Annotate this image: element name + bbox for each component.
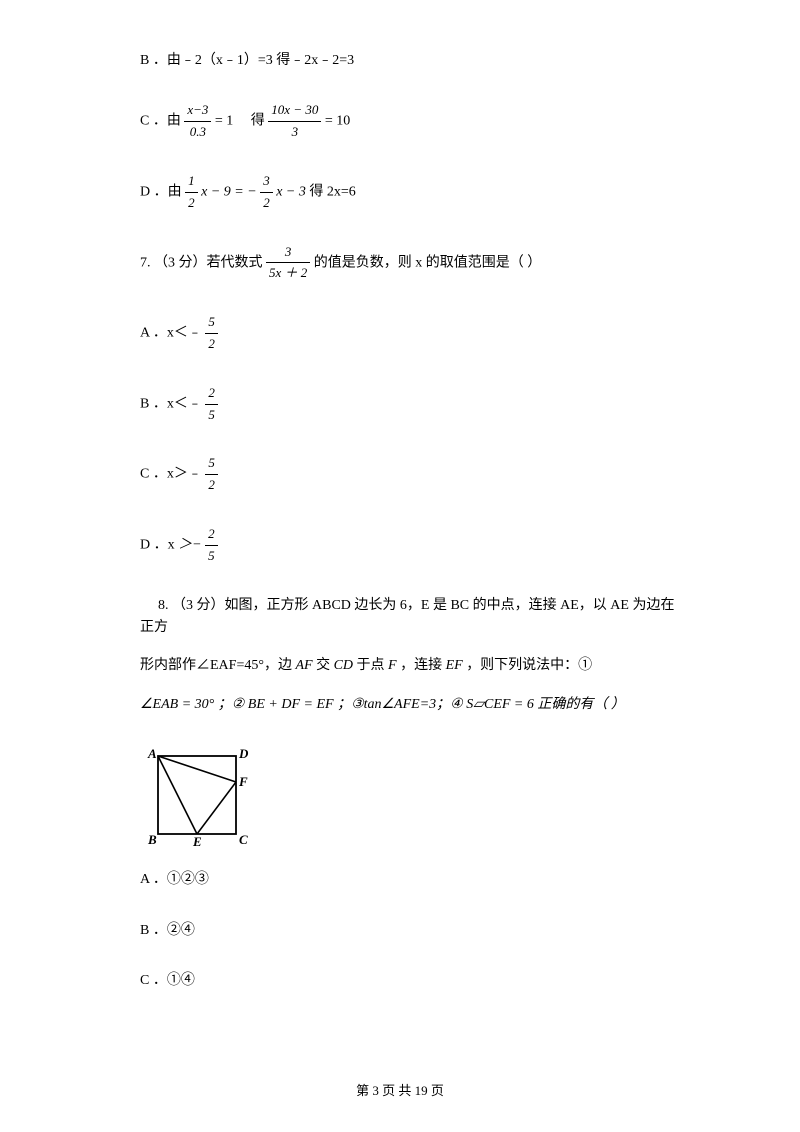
optc-prefix: C ．由 <box>140 114 184 129</box>
q8-line1: 8. （3 分）如图，正方形 ABCD 边长为 6，E 是 BC 的中点，连接 … <box>140 595 680 640</box>
q8-line2: 形内部作∠EAF=45°，边 AF 交 CD 于点 F ，连接 EF ，则下列说… <box>140 655 680 677</box>
option-d: D ．由 1 2 x − 9 = − 3 2 x − 3 得 2x=6 <box>140 171 680 214</box>
q7-suffix: 的值是负数，则 x 的取值范围是（ ） <box>314 255 542 270</box>
q7d-sym: ＞− <box>178 537 205 552</box>
q7a-frac: 5 2 <box>205 312 218 355</box>
q8-line3: ∠EAB = 30° ；② BE + DF = EF ；③tan∠AFE=3；④… <box>140 694 680 716</box>
geometry-svg: A D F B E C <box>140 744 260 849</box>
optd-prefix: D ．由 <box>140 185 185 200</box>
q7-c: C ．x＞﹣ 5 2 <box>140 453 680 496</box>
optc-frac2: 10x − 30 3 <box>268 100 321 143</box>
svg-text:C: C <box>239 832 248 847</box>
optd-mid1: x − 9 = − <box>201 185 260 200</box>
q7-frac: 3 5x ＋ 2 <box>266 242 310 285</box>
option-b: B ．由﹣2（x﹣1）=3 得﹣2x﹣2=3 <box>140 50 680 72</box>
optd-frac2: 3 2 <box>260 171 273 214</box>
svg-text:B: B <box>147 832 157 847</box>
q7d-frac: 2 5 <box>205 524 218 567</box>
q7b-prefix: B ．x＜﹣ <box>140 396 205 411</box>
q7c-prefix: C ．x＞﹣ <box>140 467 205 482</box>
optc-frac1: x−3 0.3 <box>184 100 211 143</box>
q7-b: B ．x＜﹣ 2 5 <box>140 383 680 426</box>
svg-text:D: D <box>238 746 249 761</box>
q7: 7. （3 分）若代数式 3 5x ＋ 2 的值是负数，则 x 的取值范围是（ … <box>140 242 680 285</box>
page-footer: 第 3 页 共 19 页 <box>0 1081 800 1102</box>
q8-b: B ．②④ <box>140 920 680 942</box>
optd-mid2: x − 3 <box>276 185 306 200</box>
q7c-frac: 5 2 <box>205 453 218 496</box>
svg-text:E: E <box>192 834 202 849</box>
option-c: C ．由 x−3 0.3 = 1 得 10x − 30 3 = 10 <box>140 100 680 143</box>
q8-figure: A D F B E C <box>140 744 680 849</box>
q8-c: C ．①④ <box>140 970 680 992</box>
optd-suffix: 得 2x=6 <box>309 185 355 200</box>
q7-d: D ．x ＞− 2 5 <box>140 524 680 567</box>
svg-text:A: A <box>147 746 157 761</box>
optd-frac1: 1 2 <box>185 171 198 214</box>
q7-a: A ．x＜﹣ 5 2 <box>140 312 680 355</box>
q7-prefix: 7. （3 分）若代数式 <box>140 255 266 270</box>
optc-eq2: = 10 <box>325 114 350 129</box>
optc-eq1: = 1 <box>215 114 237 129</box>
q7b-frac: 2 5 <box>205 383 218 426</box>
svg-text:F: F <box>238 774 248 789</box>
optc-mid: 得 <box>251 114 265 129</box>
q7a-prefix: A ．x＜﹣ <box>140 326 205 341</box>
q8-a: A ．①②③ <box>140 869 680 891</box>
q7d-prefix: D ．x <box>140 537 178 552</box>
